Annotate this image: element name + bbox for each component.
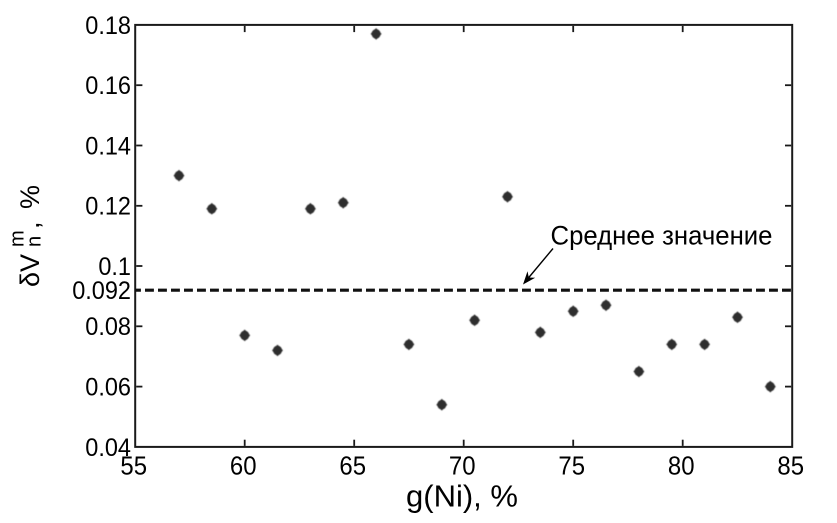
svg-text:0.1: 0.1 — [98, 253, 131, 281]
svg-text:n: n — [24, 236, 46, 247]
svg-text:Среднее значение: Среднее значение — [551, 220, 773, 250]
svg-text:0.18: 0.18 — [85, 12, 131, 40]
svg-text:0.04: 0.04 — [85, 434, 131, 462]
svg-text:,: , — [15, 221, 45, 229]
svg-text:55: 55 — [120, 451, 147, 481]
svg-text:g(Ni), %: g(Ni), % — [406, 479, 518, 514]
svg-text:65: 65 — [339, 451, 366, 481]
svg-text:0.092: 0.092 — [72, 277, 131, 305]
svg-text:75: 75 — [558, 451, 585, 481]
svg-text:m: m — [7, 230, 29, 247]
svg-text:80: 80 — [668, 451, 695, 481]
svg-text:%: % — [15, 185, 45, 209]
svg-text:0.12: 0.12 — [85, 193, 131, 221]
svg-text:70: 70 — [449, 451, 476, 481]
svg-text:60: 60 — [230, 451, 257, 481]
svg-text:0.16: 0.16 — [85, 72, 131, 100]
svg-text:δV: δV — [15, 254, 45, 287]
svg-text:0.08: 0.08 — [85, 313, 131, 341]
svg-text:0.06: 0.06 — [85, 374, 131, 402]
svg-text:0.14: 0.14 — [85, 132, 131, 160]
svg-text:85: 85 — [777, 451, 804, 481]
